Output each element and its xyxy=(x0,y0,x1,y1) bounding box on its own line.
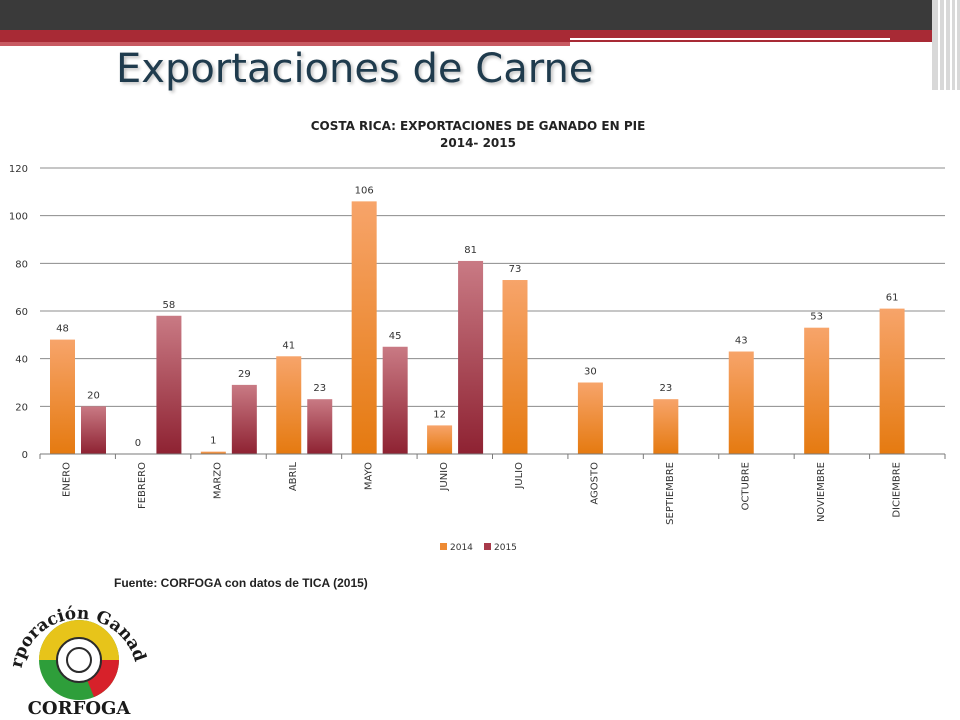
legend-swatch-2015 xyxy=(484,543,491,550)
legend-label-2015: 2015 xyxy=(494,543,517,553)
slide-title: Exportaciones de Carne xyxy=(116,46,594,92)
bar-2014-diciembre xyxy=(879,308,905,454)
logo-text-bottom: CORFOGA xyxy=(28,698,132,719)
bar-2015-marzo xyxy=(231,384,257,454)
x-tick-label: OCTUBRE xyxy=(740,462,751,510)
corfoga-logo: Corporación Ganadera CORFOGA xyxy=(4,580,150,719)
data-label: 58 xyxy=(163,300,176,311)
x-tick-label: JUNIO xyxy=(439,462,450,492)
x-tick-label: AGOSTO xyxy=(590,462,601,505)
bar-2014-julio xyxy=(502,280,528,454)
y-tick-label: 60 xyxy=(15,307,28,318)
y-tick-label: 20 xyxy=(15,402,28,413)
bar-2014-marzo xyxy=(200,451,226,454)
bar-2014-septiembre xyxy=(653,399,679,454)
data-label: 53 xyxy=(810,312,823,323)
y-tick-label: 120 xyxy=(9,164,28,175)
data-label: 61 xyxy=(886,293,899,304)
source-note: Fuente: CORFOGA con datos de TICA (2015) xyxy=(114,576,368,590)
decor-line xyxy=(570,44,775,46)
data-label: 41 xyxy=(282,340,295,351)
x-tick-label: ENERO xyxy=(62,462,73,497)
x-tick-label: JULIO xyxy=(514,462,525,490)
chart-title: COSTA RICA: EXPORTACIONES DE GANADO EN P… xyxy=(311,119,646,133)
data-label: 12 xyxy=(433,409,446,420)
decor-stripe xyxy=(950,0,952,90)
red-band xyxy=(0,30,960,42)
y-tick-label: 0 xyxy=(22,450,28,461)
bar-2015-mayo xyxy=(382,346,408,454)
bar-2015-abril xyxy=(307,399,333,454)
data-label: 23 xyxy=(313,383,326,394)
bar-2015-enero xyxy=(81,406,106,454)
data-label: 20 xyxy=(87,390,100,401)
data-label: 0 xyxy=(135,438,141,449)
data-label: 29 xyxy=(238,369,251,380)
red-band-accent xyxy=(0,42,570,46)
bar-2015-febrero xyxy=(156,315,182,454)
decor-stripe xyxy=(938,0,940,90)
chart-subtitle: 2014- 2015 xyxy=(440,136,516,150)
data-label: 81 xyxy=(464,245,477,256)
decor-stripe xyxy=(955,0,957,90)
x-tick-label: SEPTIEMBRE xyxy=(665,462,676,525)
top-bar xyxy=(0,0,960,30)
decor-line xyxy=(570,38,890,40)
data-label: 1 xyxy=(210,436,216,447)
bar-2014-enero xyxy=(50,339,75,454)
gear-icon xyxy=(39,620,119,700)
bar-2014-mayo xyxy=(351,201,377,454)
x-tick-label: DICIEMBRE xyxy=(891,462,902,518)
data-label: 43 xyxy=(735,336,748,347)
x-tick-label: ABRIL xyxy=(288,462,299,492)
x-tick-label: FEBRERO xyxy=(137,462,148,509)
data-label: 23 xyxy=(659,383,672,394)
data-label: 30 xyxy=(584,367,597,378)
legend-swatch-2014 xyxy=(440,543,447,550)
x-tick-label: NOVIEMBRE xyxy=(816,462,827,522)
x-tick-label: MARZO xyxy=(213,462,224,499)
decor-stripe xyxy=(944,0,946,90)
bar-chart: COSTA RICA: EXPORTACIONES DE GANADO EN P… xyxy=(9,119,946,553)
bar-2014-octubre xyxy=(728,351,754,454)
y-tick-label: 80 xyxy=(15,259,28,270)
y-tick-label: 100 xyxy=(9,212,28,223)
decor-line xyxy=(775,60,945,62)
data-label: 45 xyxy=(389,331,402,342)
bar-2014-junio xyxy=(427,425,453,454)
bar-2014-agosto xyxy=(577,382,603,454)
bar-2014-abril xyxy=(276,356,302,454)
bar-2014-noviembre xyxy=(804,327,830,454)
x-tick-label: MAYO xyxy=(363,462,374,490)
y-tick-label: 40 xyxy=(15,355,28,366)
bar-2015-junio xyxy=(458,260,484,454)
data-label: 106 xyxy=(355,185,374,196)
decor-stripes xyxy=(932,0,960,90)
data-label: 48 xyxy=(56,324,69,335)
data-label: 73 xyxy=(509,264,522,275)
legend-label-2014: 2014 xyxy=(450,543,473,553)
